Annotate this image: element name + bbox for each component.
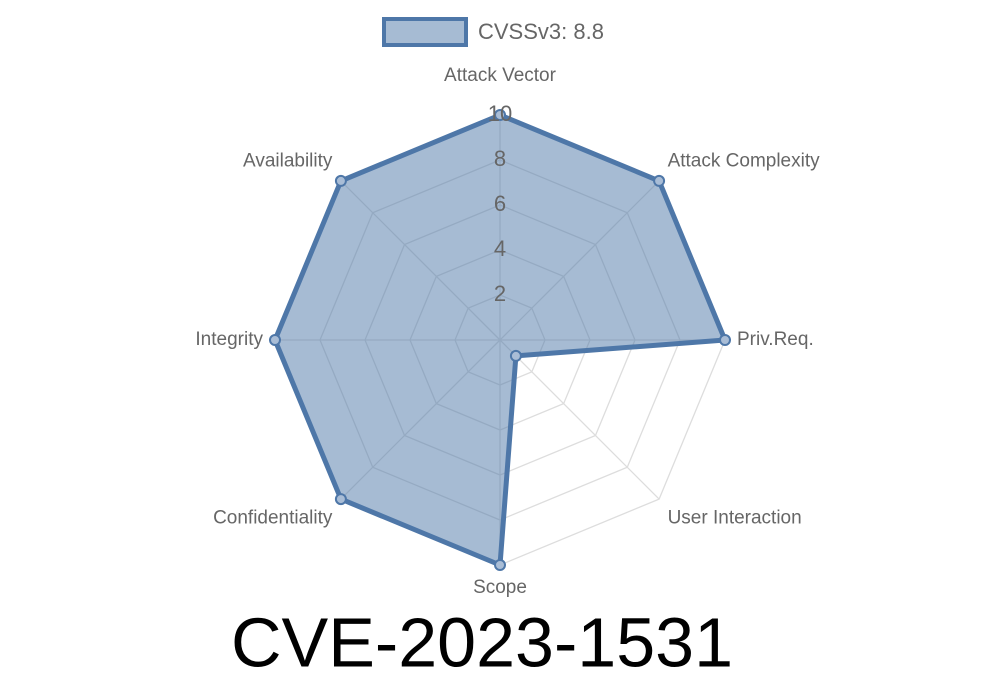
axis-label: Priv.Req. [737,329,814,350]
data-point [509,349,522,362]
data-point [269,334,281,346]
spoke [499,339,660,500]
tick-label: 10 [488,101,512,126]
axis-label: Availability [243,150,333,171]
axis-label: Scope [473,577,527,598]
data-point [334,174,347,187]
data-point [494,109,506,121]
data-point [494,559,506,571]
tick-label: 8 [494,146,506,171]
data-point [653,174,666,187]
chart-title: CVE-2023-1531 [231,603,733,681]
legend-label: CVSSv3: 8.8 [478,19,604,44]
data-point [334,493,347,506]
axis-label: Attack Vector [444,65,557,86]
axis-label: User Interaction [668,508,802,529]
tick-label: 2 [494,281,506,306]
axis-label: Attack Complexity [668,150,821,171]
axis-label: Integrity [195,329,263,350]
tick-label: 4 [494,236,506,261]
tick-label: 6 [494,191,506,216]
axis-label: Confidentiality [213,508,333,529]
legend-swatch [382,17,468,47]
data-point [719,334,731,346]
